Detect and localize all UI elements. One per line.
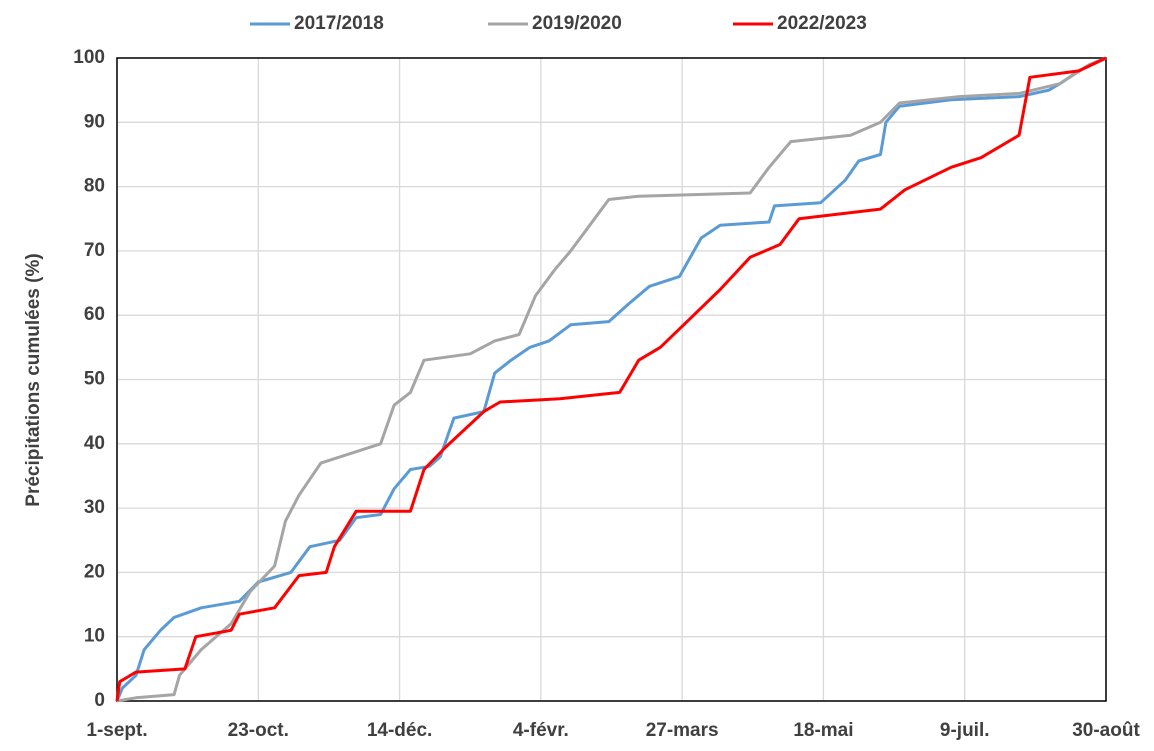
y-axis-label: Précipitations cumulées (%) — [23, 253, 44, 506]
y-tick-label: 70 — [84, 240, 105, 261]
y-tick-label: 20 — [84, 561, 105, 582]
y-tick-label: 50 — [84, 369, 105, 390]
x-tick-label: 23-oct. — [228, 720, 289, 741]
series-line — [115, 56, 1107, 702]
x-tick-label: 27-mars — [646, 720, 719, 741]
x-tick-label: 30-août — [1072, 720, 1140, 741]
y-tick-label: 80 — [84, 176, 105, 197]
legend-label: 2022/2023 — [777, 13, 867, 34]
legend-label: 2017/2018 — [294, 13, 384, 34]
x-tick-label: 4-févr. — [513, 720, 569, 741]
series-line — [115, 56, 1107, 702]
x-tick-label: 14-déc. — [367, 720, 432, 741]
y-tick-label: 60 — [84, 304, 105, 325]
x-tick-label: 1-sept. — [86, 720, 147, 741]
legend-label: 2019/2020 — [532, 13, 622, 34]
series-line — [116, 56, 1107, 703]
y-tick-label: 30 — [84, 497, 105, 518]
y-tick-label: 0 — [94, 690, 105, 711]
x-tick-label: 9-juil. — [940, 720, 990, 741]
x-tick-label: 18-mai — [793, 720, 853, 741]
y-tick-label: 40 — [84, 433, 105, 454]
y-tick-label: 10 — [84, 626, 105, 647]
y-tick-label: 90 — [84, 111, 105, 132]
y-tick-label: 100 — [73, 47, 105, 68]
plot-frame — [116, 57, 1107, 702]
